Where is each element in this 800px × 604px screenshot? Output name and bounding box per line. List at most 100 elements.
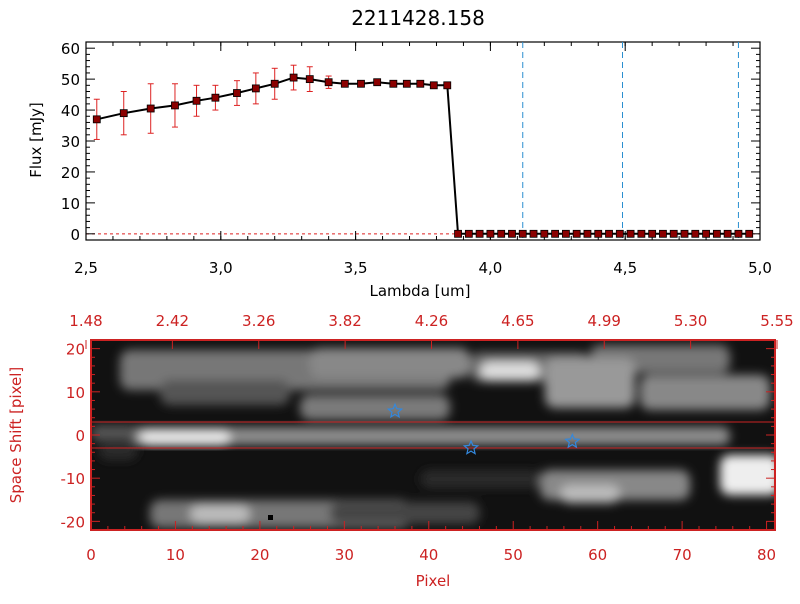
spectrum-y-tick-label: 40	[61, 102, 80, 120]
spectrum-x-tick-label: 4,5	[613, 259, 637, 277]
image-y-tick-label: 10	[66, 384, 85, 402]
image-x-tick-label: 30	[335, 546, 354, 564]
data-point	[702, 229, 710, 238]
image-blob	[720, 455, 775, 495]
image-pixels	[91, 340, 775, 530]
spectral-trace	[91, 425, 730, 446]
data-point	[680, 229, 689, 238]
spectral-image-axes: 0 10 20 30 40 50 60 70 80 -20 -10 0 10 20 1.48 2.42 3.26…	[61, 312, 794, 564]
data-point	[497, 229, 506, 238]
spectrum-y-tick-label: 60	[61, 40, 80, 58]
data-point	[615, 229, 624, 238]
data-point	[572, 229, 581, 238]
data-point	[233, 89, 241, 97]
image-blob	[330, 502, 480, 524]
dark-pixel	[268, 515, 273, 520]
image-blobs	[98, 345, 775, 528]
image-blob	[300, 395, 450, 420]
spectrum-frame	[85, 41, 761, 241]
image-x-tick-label: 20	[250, 546, 269, 564]
data-point	[464, 229, 473, 238]
image-y-tick-label: 20	[66, 341, 85, 359]
data-point	[626, 229, 635, 238]
data-point	[669, 229, 678, 238]
data-point	[723, 229, 732, 238]
image-top-tick-label: 2.42	[156, 312, 189, 330]
image-top-tick-label: 4.26	[415, 312, 448, 330]
image-top-tick-label: 5.55	[760, 312, 793, 330]
data-point	[192, 96, 201, 105]
data-point	[171, 101, 179, 110]
image-y-tick-label: -10	[61, 470, 86, 488]
data-point	[305, 75, 314, 84]
image-blob	[420, 470, 540, 488]
data-point	[324, 78, 333, 87]
data-point	[251, 84, 260, 93]
spectrum-y-tick-label: 20	[61, 164, 80, 182]
data-point	[373, 78, 382, 87]
data-point	[211, 93, 220, 102]
data-point	[583, 229, 592, 238]
data-point	[518, 229, 527, 238]
image-top-tick-label: 3.26	[242, 312, 275, 330]
spectrum-y-tick-label: 50	[61, 71, 80, 89]
data-point	[659, 229, 667, 238]
image-x-tick-label: 50	[504, 546, 523, 564]
data-point	[508, 229, 516, 238]
image-blob	[560, 485, 620, 503]
data-point	[712, 229, 721, 238]
data-point	[92, 115, 101, 124]
image-y-tick-label: 0	[75, 427, 85, 445]
image-blob	[310, 348, 470, 378]
spectrum-plot: 2,5 3,0 3,5 4,0 4,5 5,0 0 10 20 30 40 50 60	[61, 40, 772, 277]
data-point	[605, 229, 613, 238]
data-point	[734, 229, 743, 238]
data-point	[540, 229, 549, 238]
star-marker	[386, 402, 404, 419]
data-point	[389, 79, 398, 88]
data-point	[416, 79, 425, 88]
data-point	[475, 229, 484, 238]
spectrum-y-axis-label: Flux [mJy]	[27, 102, 45, 178]
star-marker	[462, 439, 480, 455]
image-y-axis-label: Space Shift [pixel]	[7, 367, 25, 504]
image-top-tick-label: 4.65	[501, 312, 534, 330]
spectrum-x-axis-label: Lambda [um]	[370, 282, 471, 300]
spectrum-y-tick-label: 10	[61, 195, 80, 213]
data-point	[402, 79, 411, 88]
image-top-tick-label: 1.48	[69, 312, 102, 330]
data-point	[561, 229, 570, 238]
image-blob	[160, 380, 290, 405]
image-x-tick-label: 10	[166, 546, 185, 564]
trace-band	[130, 427, 730, 445]
spectrum-x-tick-label: 3,5	[344, 259, 368, 277]
image-blob	[98, 440, 138, 460]
spectrum-y-tick-label: 0	[70, 226, 80, 244]
image-blob	[640, 375, 770, 410]
star-marker	[564, 432, 581, 449]
image-y-tick-label: -20	[61, 513, 86, 531]
data-point	[745, 229, 754, 238]
image-blob	[190, 505, 250, 523]
spectrum-x-tick-label: 2,5	[74, 259, 98, 277]
data-point	[443, 81, 452, 90]
image-x-axis-label: Pixel	[416, 572, 451, 590]
spectrum-title: 2211428.158	[351, 6, 485, 30]
image-top-tick-label: 3.82	[328, 312, 361, 330]
image-x-tick-label: 60	[588, 546, 607, 564]
data-point	[594, 229, 603, 238]
image-x-tick-label: 0	[86, 546, 96, 564]
data-point	[637, 229, 646, 238]
data-point	[119, 109, 128, 118]
image-blob	[480, 362, 540, 380]
data-point	[551, 229, 560, 238]
data-point	[429, 81, 438, 90]
spectrum-x-tick-label: 4,0	[478, 259, 502, 277]
image-x-tick-label: 70	[673, 546, 692, 564]
image-x-tick-label: 40	[419, 546, 438, 564]
image-top-tick-label: 5.30	[674, 312, 707, 330]
spectrum-x-tick-label: 3,0	[209, 259, 233, 277]
data-point	[289, 73, 298, 82]
